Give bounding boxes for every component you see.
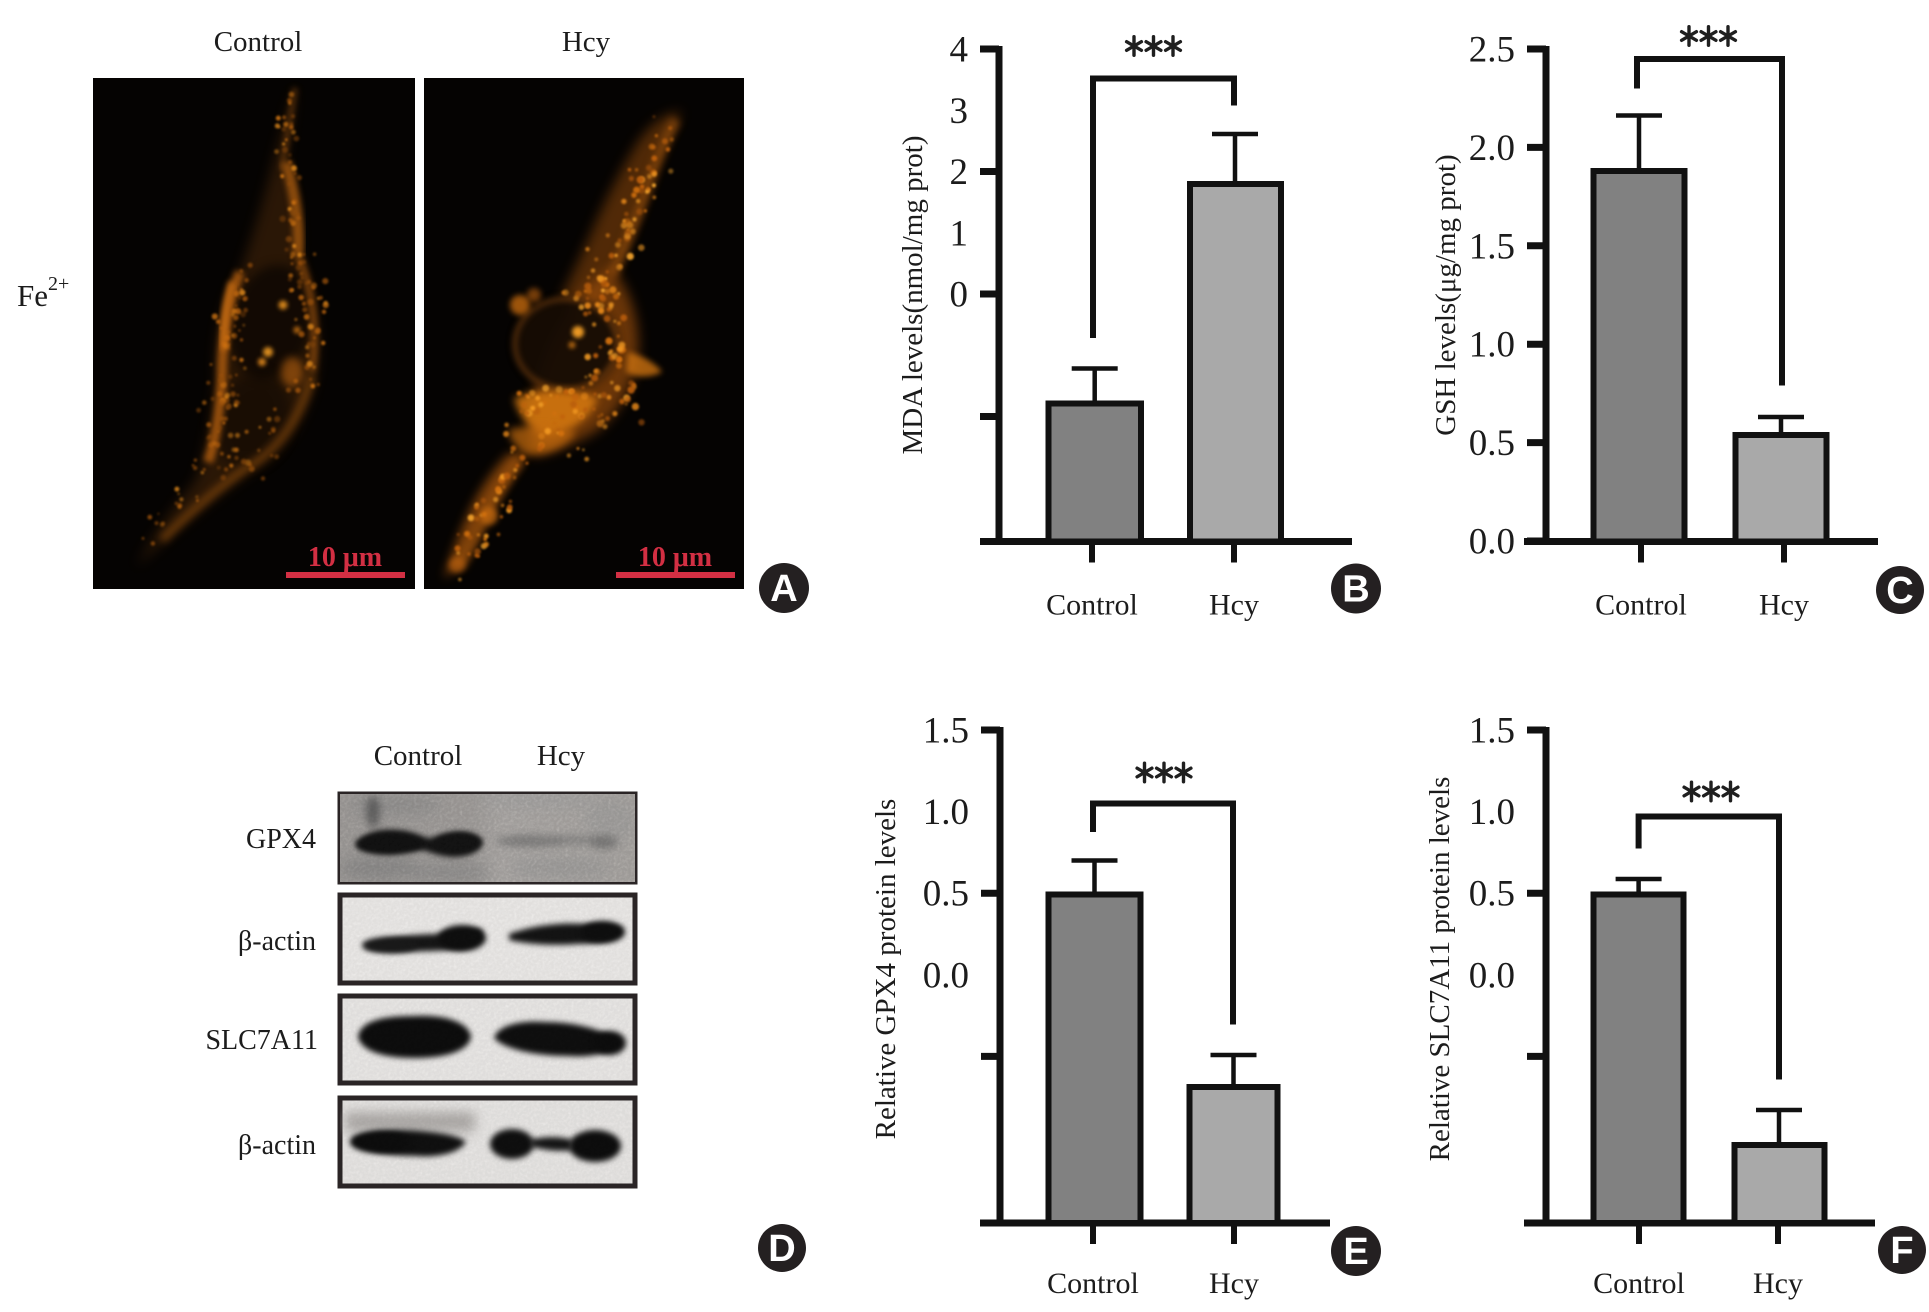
svg-text:C: C: [1886, 570, 1913, 612]
svg-text:Hcy: Hcy: [1209, 1267, 1259, 1300]
svg-text:0.5: 0.5: [1469, 874, 1515, 915]
svg-text:D: D: [768, 1228, 795, 1270]
svg-text:Control: Control: [1593, 1267, 1685, 1300]
svg-text:10 μm: 10 μm: [308, 542, 382, 573]
svg-text:2+: 2+: [48, 273, 69, 295]
svg-text:Control: Control: [374, 740, 463, 772]
svg-text:1.0: 1.0: [1469, 792, 1515, 833]
svg-text:Hcy: Hcy: [562, 26, 611, 58]
svg-text:Hcy: Hcy: [1753, 1267, 1803, 1300]
svg-text:Hcy: Hcy: [537, 740, 586, 772]
svg-text:GSH levels(μg/mg prot): GSH levels(μg/mg prot): [1430, 154, 1462, 435]
svg-text:2.5: 2.5: [1469, 30, 1515, 71]
svg-text:0: 0: [950, 275, 969, 316]
svg-text:3: 3: [950, 91, 969, 132]
svg-text:Relative SLC7A11 protein level: Relative SLC7A11 protein levels: [1424, 777, 1456, 1162]
svg-text:1.5: 1.5: [1469, 226, 1515, 267]
svg-text:MDA levels(nmol/mg prot): MDA levels(nmol/mg prot): [897, 136, 929, 455]
svg-text:A: A: [770, 568, 797, 610]
svg-text:F: F: [1890, 1230, 1913, 1272]
svg-text:2.0: 2.0: [1469, 128, 1515, 169]
svg-text:1.5: 1.5: [923, 711, 969, 752]
svg-text:0.5: 0.5: [923, 874, 969, 915]
svg-text:Control: Control: [1595, 589, 1687, 622]
svg-text:Hcy: Hcy: [1209, 589, 1259, 622]
svg-text:0.0: 0.0: [1469, 955, 1515, 996]
svg-text:1: 1: [950, 213, 969, 254]
svg-text:Hcy: Hcy: [1759, 589, 1809, 622]
svg-text:Control: Control: [1046, 589, 1138, 622]
svg-text:Control: Control: [1047, 1267, 1139, 1300]
svg-text:E: E: [1343, 1231, 1368, 1273]
svg-text:2: 2: [950, 152, 969, 193]
svg-text:Relative GPX4 protein levels: Relative GPX4 protein levels: [870, 799, 902, 1140]
svg-text:4: 4: [950, 30, 969, 71]
svg-text:10 μm: 10 μm: [638, 542, 712, 573]
svg-text:Control: Control: [214, 26, 303, 58]
svg-text:0.0: 0.0: [923, 955, 969, 996]
svg-text:0.0: 0.0: [1469, 522, 1515, 563]
svg-text:β-actin: β-actin: [238, 926, 316, 957]
svg-text:SLC7A11: SLC7A11: [205, 1025, 318, 1056]
svg-text:1.0: 1.0: [1469, 325, 1515, 366]
svg-text:Fe: Fe: [17, 278, 48, 313]
svg-text:0.5: 0.5: [1469, 423, 1515, 464]
svg-text:B: B: [1342, 569, 1369, 611]
svg-text:1.0: 1.0: [923, 792, 969, 833]
svg-text:GPX4: GPX4: [246, 824, 316, 855]
svg-text:1.5: 1.5: [1469, 711, 1515, 752]
svg-text:β-actin: β-actin: [238, 1130, 316, 1161]
